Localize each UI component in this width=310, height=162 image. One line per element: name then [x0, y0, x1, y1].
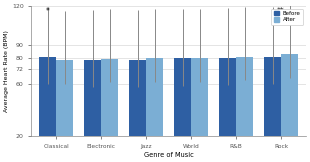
X-axis label: Genre of Music: Genre of Music — [144, 152, 193, 158]
Bar — [39, 57, 56, 136]
Legend: Before, After: Before, After — [271, 9, 303, 25]
Bar — [101, 59, 118, 136]
Y-axis label: Average Heart Rate (BPM): Average Heart Rate (BPM) — [4, 30, 9, 112]
Text: **: ** — [277, 7, 285, 17]
Bar — [84, 60, 101, 136]
Text: *: * — [46, 7, 50, 17]
Bar — [236, 57, 253, 136]
Bar — [146, 58, 163, 136]
Bar — [191, 58, 208, 136]
Bar — [174, 58, 191, 136]
Bar — [281, 54, 298, 136]
Bar — [264, 57, 281, 136]
Bar — [219, 58, 236, 136]
Bar — [129, 60, 146, 136]
Bar — [56, 60, 73, 136]
